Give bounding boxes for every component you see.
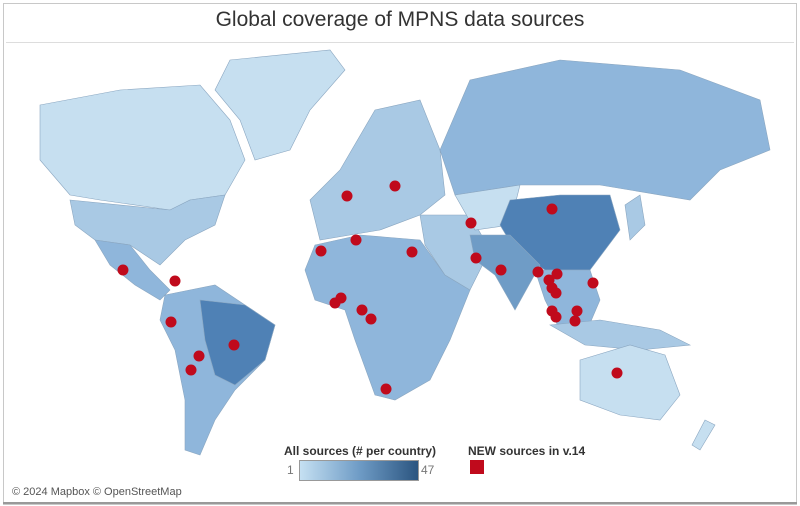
new-source-marker[interactable] <box>611 367 623 379</box>
title-divider <box>6 42 794 43</box>
world-map[interactable] <box>6 44 794 484</box>
new-source-marker[interactable] <box>356 304 368 316</box>
legend-color-gradient <box>299 460 419 481</box>
region-russia[interactable] <box>439 59 771 201</box>
new-source-marker[interactable] <box>571 305 583 317</box>
map-frame <box>3 3 797 505</box>
map-attribution[interactable]: © 2024 Mapbox © OpenStreetMap <box>12 486 182 498</box>
new-source-marker[interactable] <box>550 287 562 299</box>
new-source-marker[interactable] <box>380 383 392 395</box>
new-source-marker[interactable] <box>550 311 562 323</box>
region-usa[interactable] <box>69 194 226 266</box>
region-japan[interactable] <box>624 194 646 241</box>
region-new-zealand[interactable] <box>691 419 716 451</box>
new-source-marker[interactable] <box>532 266 544 278</box>
legend-new-sources-swatch <box>470 460 484 474</box>
new-source-marker[interactable] <box>470 252 482 264</box>
new-source-marker[interactable] <box>335 292 347 304</box>
region-australia[interactable] <box>579 344 681 421</box>
new-source-marker[interactable] <box>551 268 563 280</box>
region-europe[interactable] <box>309 99 446 241</box>
new-source-marker[interactable] <box>365 313 377 325</box>
new-source-marker[interactable] <box>569 315 581 327</box>
legend-new-sources-title: NEW sources in v.14 <box>468 444 586 458</box>
legend-max-label: 47 <box>421 463 435 477</box>
legend-min-label: 1 <box>287 463 294 477</box>
legend-all-sources-title: All sources (# per country) <box>284 444 437 458</box>
new-source-marker[interactable] <box>406 246 418 258</box>
new-source-marker[interactable] <box>117 264 129 276</box>
new-source-marker[interactable] <box>228 339 240 351</box>
region-canada[interactable] <box>39 84 246 211</box>
new-source-marker[interactable] <box>495 264 507 276</box>
new-source-marker[interactable] <box>185 364 197 376</box>
new-source-marker[interactable] <box>465 217 477 229</box>
new-source-marker[interactable] <box>193 350 205 362</box>
region-greenland[interactable] <box>214 49 346 161</box>
region-africa[interactable] <box>304 234 471 401</box>
new-source-marker[interactable] <box>587 277 599 289</box>
new-source-marker[interactable] <box>341 190 353 202</box>
new-source-marker[interactable] <box>389 180 401 192</box>
new-source-marker[interactable] <box>350 234 362 246</box>
bottom-divider <box>3 502 797 504</box>
region-indonesia[interactable] <box>549 319 692 351</box>
new-source-marker[interactable] <box>169 275 181 287</box>
new-source-marker[interactable] <box>165 316 177 328</box>
new-source-marker[interactable] <box>315 245 327 257</box>
page-title: Global coverage of MPNS data sources <box>215 8 585 31</box>
new-source-marker[interactable] <box>546 203 558 215</box>
